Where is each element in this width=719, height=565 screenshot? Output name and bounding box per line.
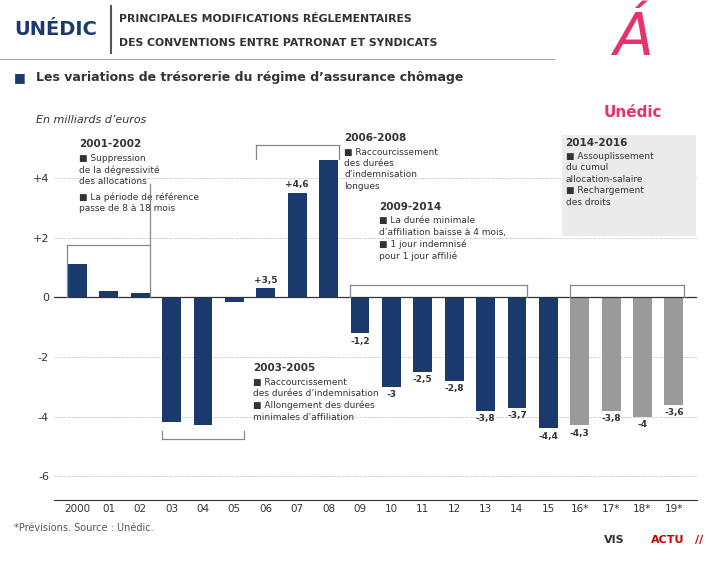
- Text: ■ La période de référence
passe de 8 à 18 mois: ■ La période de référence passe de 8 à 1…: [79, 192, 199, 213]
- Bar: [68, 264, 87, 297]
- Bar: [664, 297, 683, 405]
- Text: PRINCIPALES MODIFICATIONS RÉGLEMENTAIRES: PRINCIPALES MODIFICATIONS RÉGLEMENTAIRES: [119, 14, 411, 24]
- Text: ACTU: ACTU: [651, 534, 684, 545]
- Text: ■: ■: [14, 71, 25, 84]
- Text: *Prévisions. Source : Unédic.: *Prévisions. Source : Unédic.: [14, 523, 154, 533]
- Text: 2006-2008: 2006-2008: [344, 133, 406, 144]
- Text: -4: -4: [638, 420, 648, 429]
- Text: 2014-2016: 2014-2016: [566, 138, 628, 147]
- Text: +3,5: +3,5: [254, 276, 278, 285]
- Text: -3,6: -3,6: [664, 408, 684, 417]
- Bar: [570, 297, 589, 425]
- FancyBboxPatch shape: [562, 134, 696, 236]
- Bar: [539, 297, 558, 428]
- Bar: [225, 297, 244, 302]
- Text: -4,3: -4,3: [570, 429, 590, 438]
- Text: -2,5: -2,5: [413, 375, 433, 384]
- Bar: [351, 297, 370, 333]
- Bar: [288, 193, 306, 297]
- Bar: [445, 297, 464, 381]
- Text: -3: -3: [386, 390, 396, 399]
- Text: 2001-2002: 2001-2002: [79, 139, 142, 149]
- Text: -3,7: -3,7: [507, 411, 527, 420]
- Text: ■ Suppression
de la dégressivité
des allocations: ■ Suppression de la dégressivité des all…: [79, 154, 160, 186]
- Text: Unédic: Unédic: [603, 105, 662, 120]
- Text: ■ La durée minimale
d’affiliation baisse à 4 mois,
■ 1 jour indemnisé
pour 1 jou: ■ La durée minimale d’affiliation baisse…: [379, 216, 506, 261]
- Text: -1,2: -1,2: [350, 337, 370, 346]
- Bar: [476, 297, 495, 411]
- Text: DES CONVENTIONS ENTRE PATRONAT ET SYNDICATS: DES CONVENTIONS ENTRE PATRONAT ET SYNDIC…: [119, 38, 437, 47]
- Text: Á: Á: [613, 10, 653, 67]
- Bar: [319, 160, 338, 297]
- Text: -3,8: -3,8: [476, 414, 495, 423]
- Bar: [508, 297, 526, 407]
- Text: 2009-2014: 2009-2014: [379, 202, 441, 212]
- Text: +4,6: +4,6: [285, 180, 309, 189]
- Text: ■ Raccourcissement
des durées
d’indemnisation
longues: ■ Raccourcissement des durées d’indemnis…: [344, 147, 438, 191]
- Text: ■ Raccourcissement
des durées d’indemnisation
■ Allongement des durées
minimales: ■ Raccourcissement des durées d’indemnis…: [253, 378, 379, 422]
- Text: En milliards d’euros: En milliards d’euros: [35, 115, 146, 124]
- Text: -3,8: -3,8: [601, 414, 621, 423]
- Text: UNÉDIC: UNÉDIC: [14, 20, 97, 39]
- Text: //: //: [695, 534, 703, 545]
- Bar: [162, 297, 181, 423]
- Text: -2,8: -2,8: [444, 384, 464, 393]
- Bar: [193, 297, 212, 425]
- Bar: [633, 297, 652, 416]
- Bar: [257, 288, 275, 297]
- Bar: [602, 297, 620, 411]
- Bar: [413, 297, 432, 372]
- Bar: [99, 292, 118, 297]
- Text: Les variations de trésorerie du régime d’assurance chômage: Les variations de trésorerie du régime d…: [35, 71, 463, 84]
- Text: -4,4: -4,4: [539, 432, 558, 441]
- Bar: [382, 297, 400, 386]
- Text: 2003-2005: 2003-2005: [253, 363, 316, 373]
- Bar: [131, 293, 150, 297]
- Text: VIS: VIS: [604, 534, 625, 545]
- Text: ■ Assouplissement
du cumul
allocation-salaire
■ Rechargement
des droits: ■ Assouplissement du cumul allocation-sa…: [566, 152, 654, 207]
